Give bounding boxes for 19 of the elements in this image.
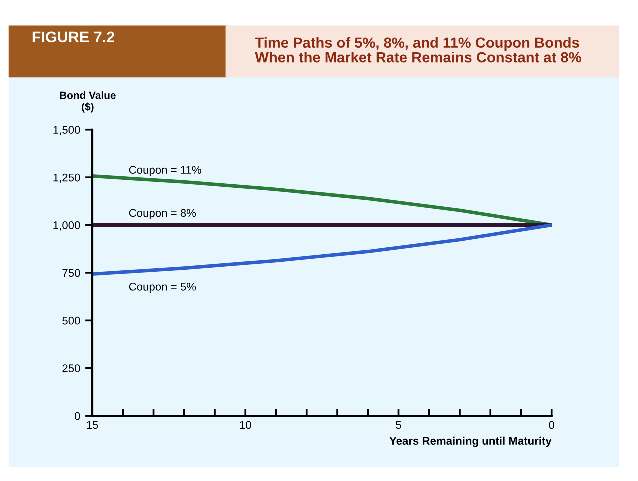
y-tick-label: 1,250 xyxy=(54,174,80,184)
y-tick-label: 1,000 xyxy=(54,222,80,231)
x-tick-label: 5 xyxy=(396,421,402,430)
y-tick-label: 1,500 xyxy=(54,126,80,136)
y-axis-title: Bond Value ($) xyxy=(60,92,116,113)
series-label: Coupon = 5% xyxy=(129,282,196,294)
y-tick-label: 0 xyxy=(74,412,80,420)
series-label: Coupon = 11% xyxy=(129,166,202,176)
caption: FIGURE 7.2 xyxy=(32,32,114,43)
y-tick-label: 750 xyxy=(62,269,80,278)
x-tick-label: 0 xyxy=(549,421,555,430)
y-tick-label: 500 xyxy=(62,316,80,325)
line-series xyxy=(92,224,552,276)
x-tick-label: 15 xyxy=(87,421,98,430)
x-axis-title: Years Remaining until Maturity xyxy=(390,436,552,448)
series-label: Coupon = 8% xyxy=(129,209,196,220)
x-tick-label: 10 xyxy=(240,421,252,430)
y-tick-label: 250 xyxy=(62,364,80,372)
chart-title: Time Paths of 5%, 8%, and 11% Coupon Bonds When the Market Rate Remains Constant at 8% xyxy=(255,37,582,63)
